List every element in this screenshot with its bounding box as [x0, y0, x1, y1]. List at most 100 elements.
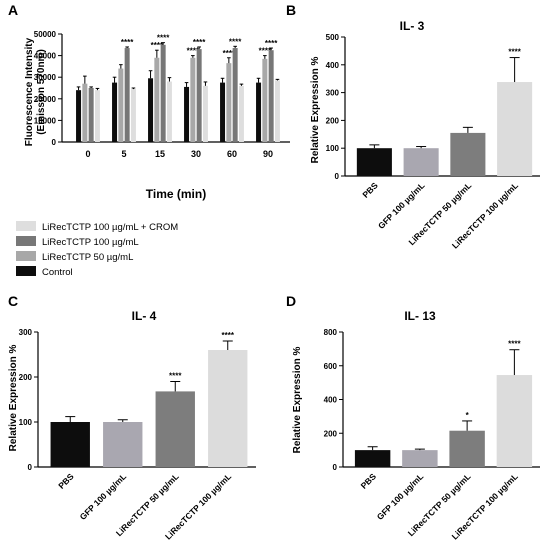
- panel-a-y-axis-label-line2: (Emission 570nm): [36, 49, 47, 135]
- panel-d-bar: [354, 450, 391, 467]
- panel-b-bar: [450, 132, 486, 176]
- panel-a-bar: [262, 58, 268, 143]
- panel-a-x-axis-label: Time (min): [146, 187, 206, 201]
- panel-a-bar: [196, 49, 202, 143]
- panel-a-significance-label: ****: [193, 38, 206, 47]
- panel-c-x-tick-label: PBS: [56, 471, 76, 491]
- panel-b-y-tick-label: 100: [326, 144, 340, 153]
- panel-letter-a: A: [8, 2, 18, 18]
- legend-swatch: [16, 266, 36, 276]
- panel-a-y-tick-label: 20000: [34, 95, 57, 104]
- panel-b-y-tick-label: 400: [326, 61, 340, 70]
- panel-b-y-axis-label: Relative Expression %: [310, 57, 321, 164]
- panel-a-bar: [226, 63, 232, 142]
- panel-d-bar: [402, 450, 438, 467]
- panel-c-bars: PBS GFP 100 µg/mL****LiRecTCTP 50 µg/mL**…: [50, 331, 248, 542]
- panel-a-bar: [88, 88, 94, 142]
- panel-d-bar: [496, 375, 533, 467]
- legend-label: LiRecTCTP 100 µg/mL + CROM: [42, 222, 178, 233]
- panel-letter-d: D: [286, 293, 296, 309]
- panel-c-title: IL- 4: [132, 309, 157, 323]
- panel-a-y-axis-label-line1: Fluorescence Intensity: [24, 37, 35, 146]
- legend-swatch: [16, 251, 36, 261]
- panel-a-bar: [232, 48, 238, 142]
- panel-b-y-tick-label: 500: [326, 33, 340, 42]
- panel-a-bar: [112, 82, 118, 142]
- panel-d-y-tick-label: 200: [324, 429, 338, 438]
- panel-a-significance-label: ****: [121, 38, 134, 47]
- panel-d-y-tick-label: 600: [324, 362, 338, 371]
- panel-d-title: IL- 13: [404, 309, 436, 323]
- panel-a-significance-label: ****: [223, 49, 236, 58]
- panel-b-y-tick-label: 0: [335, 172, 340, 181]
- panel-a-significance-label: ****: [187, 47, 200, 56]
- legend-label: LiRecTCTP 50 µg/mL: [42, 252, 133, 263]
- legend-label: Control: [42, 267, 73, 278]
- panel-a-x-tick-label: 30: [191, 149, 201, 159]
- panel-c-y-tick-label: 200: [19, 373, 33, 382]
- panel-d-significance-label: *: [466, 411, 470, 420]
- panel-a-bar: [190, 57, 196, 143]
- panel-c-y-tick-label: 0: [28, 463, 33, 472]
- panel-b-bar: [403, 148, 439, 176]
- panel-c-x-tick-label: GFP 100 µg/mL: [78, 471, 129, 522]
- panel-d-y-tick-label: 0: [333, 463, 338, 472]
- panel-a-significance-label: ****: [265, 39, 278, 48]
- panel-a-significance-label: ****: [151, 41, 164, 50]
- panel-b-bar: [497, 82, 533, 176]
- legend: LiRecTCTP 100 µg/mL + CROM LiRecTCTP 100 …: [16, 221, 178, 278]
- panel-c-y-tick-label: 100: [19, 418, 33, 427]
- panel-a-significance-label: ****: [157, 34, 170, 43]
- panel-c-y-axis-label: Relative Expression %: [8, 345, 19, 452]
- panel-c-bar: [103, 422, 143, 467]
- panel-a-bar: [82, 83, 88, 142]
- panel-a-bar: [220, 82, 226, 142]
- panel-a-x-tick-label: 0: [85, 149, 90, 159]
- panel-b-x-tick-label: PBS: [360, 180, 380, 200]
- panel-a-x-tick-label: 15: [155, 149, 165, 159]
- panel-a-bar: [184, 86, 190, 142]
- panel-a-bar: [94, 90, 100, 142]
- panel-a-y-tick-label: 10000: [34, 116, 57, 125]
- panel-a-bar: [148, 78, 154, 142]
- panel-a-bar: [76, 90, 82, 142]
- panel-c-bar: [50, 422, 90, 467]
- panel-b: B IL- 3 Relative Expression % 0 100 200 300…: [286, 2, 540, 251]
- panel-a-bars: 0****5********15********30********60****…: [76, 34, 280, 159]
- panel-d-x-tick-label: GFP 100 µg/mL: [375, 471, 426, 522]
- panel-b-y-tick-label: 200: [326, 116, 340, 125]
- panel-d-y-tick-label: 800: [324, 328, 338, 337]
- panel-b-significance-label: ****: [508, 48, 521, 57]
- panel-a-bar: [130, 89, 136, 142]
- panel-a-significance-label: ****: [259, 47, 272, 56]
- panel-a-bar: [238, 85, 244, 142]
- panel-b-y-tick-label: 300: [326, 89, 340, 98]
- panel-c-significance-label: ****: [222, 331, 235, 340]
- panel-a-bar: [124, 48, 130, 142]
- panel-c-bar: [208, 350, 248, 467]
- panel-a-x-tick-label: 60: [227, 149, 237, 159]
- panel-a-significance-label: ****: [229, 37, 242, 46]
- panel-b-bar: [356, 148, 392, 176]
- panel-letter-c: C: [8, 293, 18, 309]
- panel-b-x-tick-label: GFP 100 µg/mL: [376, 180, 427, 231]
- panel-a-y-tick-label: 40000: [34, 52, 57, 61]
- panel-a-axes: 0 10000 20000 30000 40000 50000: [34, 30, 290, 147]
- panel-a-x-tick-label: 90: [263, 149, 273, 159]
- panel-d-bar: [449, 430, 485, 467]
- panel-a-y-tick-label: 30000: [34, 73, 57, 82]
- panel-a-bar: [202, 85, 208, 142]
- legend-swatch: [16, 236, 36, 246]
- panel-a-bar: [118, 68, 124, 142]
- panel-b-title: IL- 3: [400, 19, 425, 33]
- panel-d-x-tick-label: PBS: [359, 471, 379, 491]
- panel-a-y-tick-label: 0: [52, 138, 57, 147]
- panel-letter-b: B: [286, 2, 296, 18]
- panel-d: D IL- 13 Relative Expression % 0 200 400 60…: [286, 293, 540, 542]
- legend-label: LiRecTCTP 100 µg/mL: [42, 237, 139, 248]
- panel-c: C IL- 4 Relative Expression % 0 100 200 300…: [8, 293, 256, 542]
- panel-d-significance-label: ****: [508, 340, 521, 349]
- panel-a-bar: [274, 80, 280, 142]
